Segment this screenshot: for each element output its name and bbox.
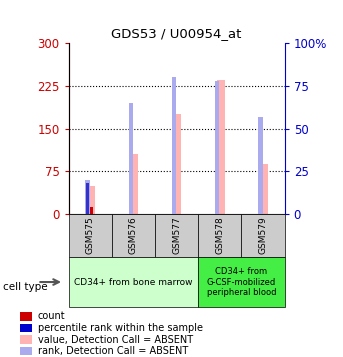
Bar <box>215 81 220 214</box>
Text: GSM578: GSM578 <box>215 217 224 255</box>
Bar <box>112 214 155 257</box>
Bar <box>69 257 198 307</box>
Bar <box>20 347 32 355</box>
Text: GSM576: GSM576 <box>129 217 138 255</box>
Text: rank, Detection Call = ABSENT: rank, Detection Call = ABSENT <box>38 346 188 356</box>
Text: CD34+ from bone marrow: CD34+ from bone marrow <box>74 277 193 287</box>
Bar <box>69 214 112 257</box>
Title: GDS53 / U00954_at: GDS53 / U00954_at <box>111 27 242 40</box>
Bar <box>258 116 263 214</box>
Text: percentile rank within the sample: percentile rank within the sample <box>38 323 203 333</box>
Bar <box>87 186 95 214</box>
Bar <box>20 324 32 332</box>
Bar <box>260 164 268 214</box>
Bar <box>86 183 89 214</box>
Text: count: count <box>38 311 66 321</box>
Bar <box>172 77 176 214</box>
Bar <box>20 312 32 321</box>
Bar <box>217 80 225 214</box>
Bar <box>198 214 241 257</box>
Bar <box>85 180 90 214</box>
Bar <box>241 214 285 257</box>
Bar <box>174 114 181 214</box>
Text: GSM577: GSM577 <box>172 217 181 255</box>
Bar <box>155 214 198 257</box>
Text: GSM575: GSM575 <box>86 217 95 255</box>
Bar <box>129 103 133 214</box>
Text: CD34+ from
G-CSF-mobilized
peripheral blood: CD34+ from G-CSF-mobilized peripheral bl… <box>207 267 276 297</box>
Text: value, Detection Call = ABSENT: value, Detection Call = ABSENT <box>38 335 193 345</box>
Bar <box>90 207 93 214</box>
Bar <box>130 154 138 214</box>
Bar <box>198 257 285 307</box>
Text: GSM579: GSM579 <box>259 217 268 255</box>
Bar <box>20 336 32 344</box>
Text: cell type: cell type <box>3 282 48 292</box>
